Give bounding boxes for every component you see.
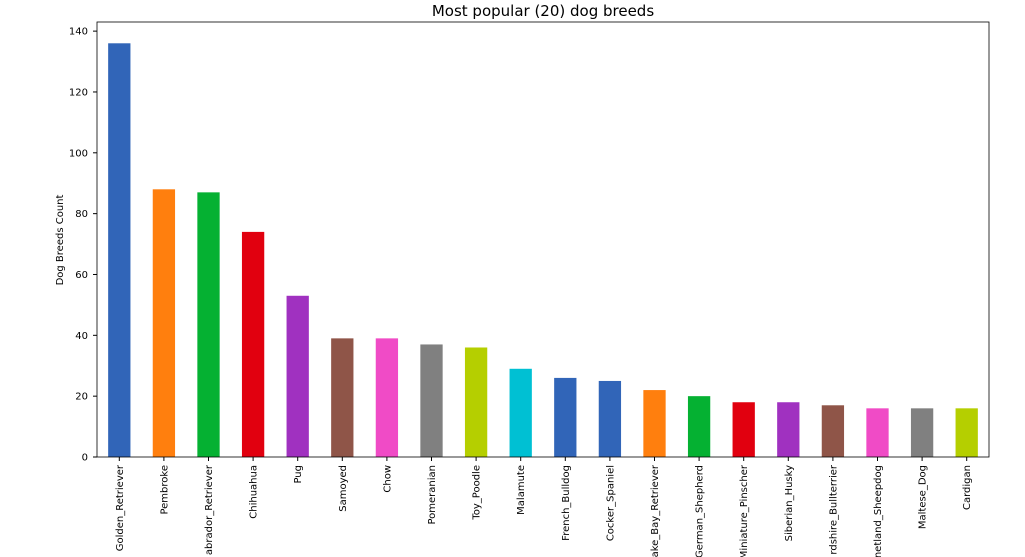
x-tick-label: Cardigan <box>962 465 973 510</box>
bar <box>554 377 577 457</box>
y-tick-label: 60 <box>75 270 88 281</box>
bar <box>687 396 711 457</box>
bar <box>732 402 755 457</box>
y-tick-label: 80 <box>75 209 88 220</box>
bar <box>464 347 488 457</box>
bar <box>866 408 889 457</box>
y-tick-label: 100 <box>69 148 88 159</box>
y-tick-label: 120 <box>69 87 88 98</box>
x-tick-label: Malamute <box>516 465 527 515</box>
plot-frame <box>96 21 990 458</box>
x-tick-label: Siberian_Husky <box>784 465 795 541</box>
x-tick-label: abrador_Retriever <box>204 464 215 555</box>
bar <box>420 344 443 457</box>
y-tick-label: 20 <box>75 392 88 403</box>
x-tick-label: Toy_Poodle <box>472 465 483 521</box>
bar <box>643 390 666 457</box>
x-tick-label: Maltese_Dog <box>918 465 929 529</box>
bar <box>241 231 265 457</box>
x-tick-label: Cocker_Spaniel <box>605 465 616 541</box>
x-tick-label: German_Shepherd <box>695 465 706 557</box>
bar <box>955 408 978 457</box>
x-tick-label: Golden_Retriever <box>115 464 126 551</box>
bar <box>509 368 532 457</box>
x-tick-label: ake_Bay_Retriever <box>650 464 661 557</box>
x-tick-label: Chow <box>382 465 393 493</box>
bar <box>331 338 354 457</box>
x-tick-label: netland_Sheepdog <box>873 465 884 557</box>
bar <box>821 405 845 457</box>
x-tick-label: French_Bulldog <box>561 465 572 541</box>
bar <box>375 338 399 457</box>
bar <box>910 408 934 457</box>
bar <box>598 380 622 457</box>
x-tick-label: Pomeranian <box>427 465 438 525</box>
x-tick-label: Chihuahua <box>249 465 260 519</box>
x-tick-label: rdshire_Bullterrier <box>828 464 839 554</box>
x-tick-label: Pug <box>293 465 304 484</box>
x-tick-label: Samoyed <box>338 465 349 512</box>
chart-title: Most popular (20) dog breeds <box>432 2 654 20</box>
bar <box>197 192 220 457</box>
y-axis-label: Dog Breeds Count <box>55 195 66 286</box>
bar <box>152 189 176 458</box>
y-tick-label: 40 <box>75 331 88 342</box>
x-tick-label: Pembroke <box>159 465 170 515</box>
y-tick-label: 0 <box>82 453 88 464</box>
y-tick-label: 140 <box>69 27 88 38</box>
bar <box>286 295 309 457</box>
bar <box>777 402 800 457</box>
x-tick-label: Miniature_Pinscher <box>739 464 750 557</box>
bar <box>108 43 131 458</box>
